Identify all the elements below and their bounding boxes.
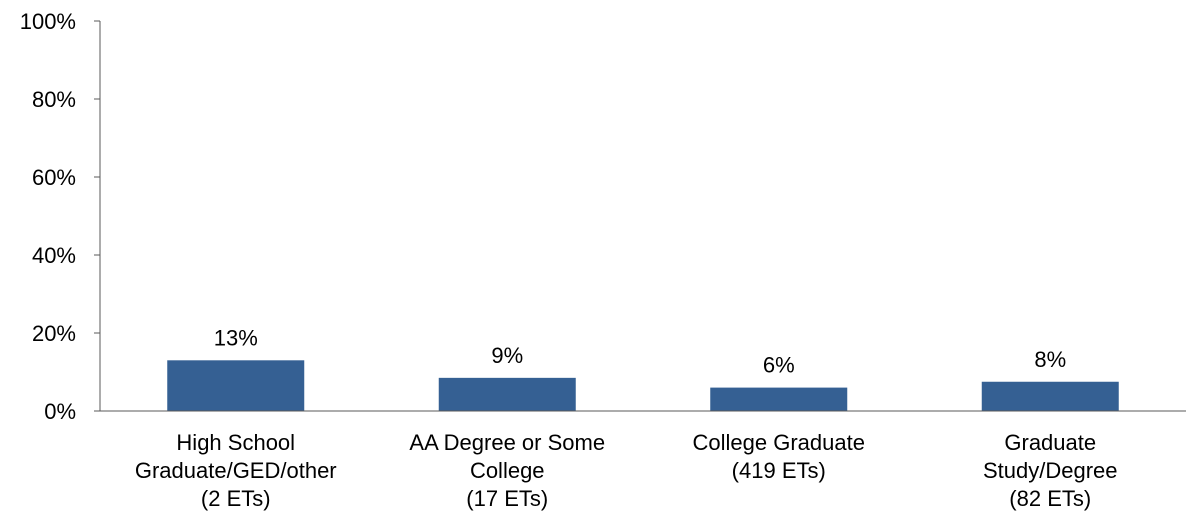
category-label-line: (419 ETs) [732, 458, 826, 483]
category-label-line: College [470, 458, 545, 483]
y-tick-label: 0% [44, 399, 76, 424]
category-label-line: AA Degree or Some [409, 430, 605, 455]
data-labels: 13% 9% 6% 8% [214, 325, 1066, 377]
y-axis-ticks: 0% 20% 40% 60% 80% 100% [20, 9, 100, 424]
category-label: College Graduate (419 ETs) [693, 430, 865, 483]
bars [167, 360, 1119, 411]
bar [710, 387, 848, 411]
category-label: AA Degree or Some College (17 ETs) [409, 430, 605, 511]
category-label-line: (82 ETs) [1009, 486, 1091, 511]
data-label: 9% [491, 343, 523, 368]
category-labels: High School Graduate/GED/other (2 ETs) AA D… [135, 430, 1118, 511]
data-label: 13% [214, 325, 258, 350]
data-label: 8% [1034, 347, 1066, 372]
y-tick-label: 80% [32, 87, 76, 112]
category-label-line: College Graduate [693, 430, 865, 455]
category-label: High School Graduate/GED/other (2 ETs) [135, 430, 337, 511]
y-tick-label: 40% [32, 243, 76, 268]
category-label-line: Graduate/GED/other [135, 458, 337, 483]
bar [167, 360, 305, 411]
bar [438, 377, 576, 411]
category-label: Graduate Study/Degree (82 ETs) [983, 430, 1118, 511]
category-label-line: Study/Degree [983, 458, 1118, 483]
data-label: 6% [763, 353, 795, 378]
category-label-line: (17 ETs) [466, 486, 548, 511]
category-label-line: (2 ETs) [201, 486, 271, 511]
y-tick-label: 100% [20, 9, 76, 34]
category-label-line: Graduate [1004, 430, 1096, 455]
bar [981, 381, 1119, 411]
y-tick-label: 20% [32, 321, 76, 346]
y-tick-label: 60% [32, 165, 76, 190]
category-label-line: High School [176, 430, 295, 455]
